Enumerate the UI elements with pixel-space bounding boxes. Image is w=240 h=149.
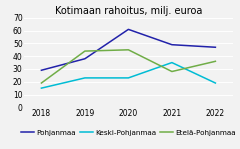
Keski-Pohjanmaa [170,62,173,63]
Pohjanmaa [40,69,43,71]
Line: Pohjanmaa: Pohjanmaa [41,29,215,70]
Etelä-Pohjanmaa [84,50,86,52]
Etelä-Pohjanmaa [214,60,217,62]
Line: Keski-Pohjanmaa: Keski-Pohjanmaa [41,63,215,88]
Legend: Pohjanmaa, Keski-Pohjanmaa, Etelä-Pohjanmaa: Pohjanmaa, Keski-Pohjanmaa, Etelä-Pohjan… [18,127,238,139]
Pohjanmaa [170,44,173,46]
Pohjanmaa [214,46,217,48]
Pohjanmaa [84,58,86,60]
Keski-Pohjanmaa [127,77,130,79]
Etelä-Pohjanmaa [170,71,173,72]
Keski-Pohjanmaa [40,87,43,89]
Etelä-Pohjanmaa [40,82,43,84]
Pohjanmaa [127,28,130,30]
Keski-Pohjanmaa [214,82,217,84]
Title: Kotimaan rahoitus, milj. euroa: Kotimaan rahoitus, milj. euroa [55,6,202,16]
Etelä-Pohjanmaa [127,49,130,51]
Line: Etelä-Pohjanmaa: Etelä-Pohjanmaa [41,50,215,83]
Keski-Pohjanmaa [84,77,86,79]
